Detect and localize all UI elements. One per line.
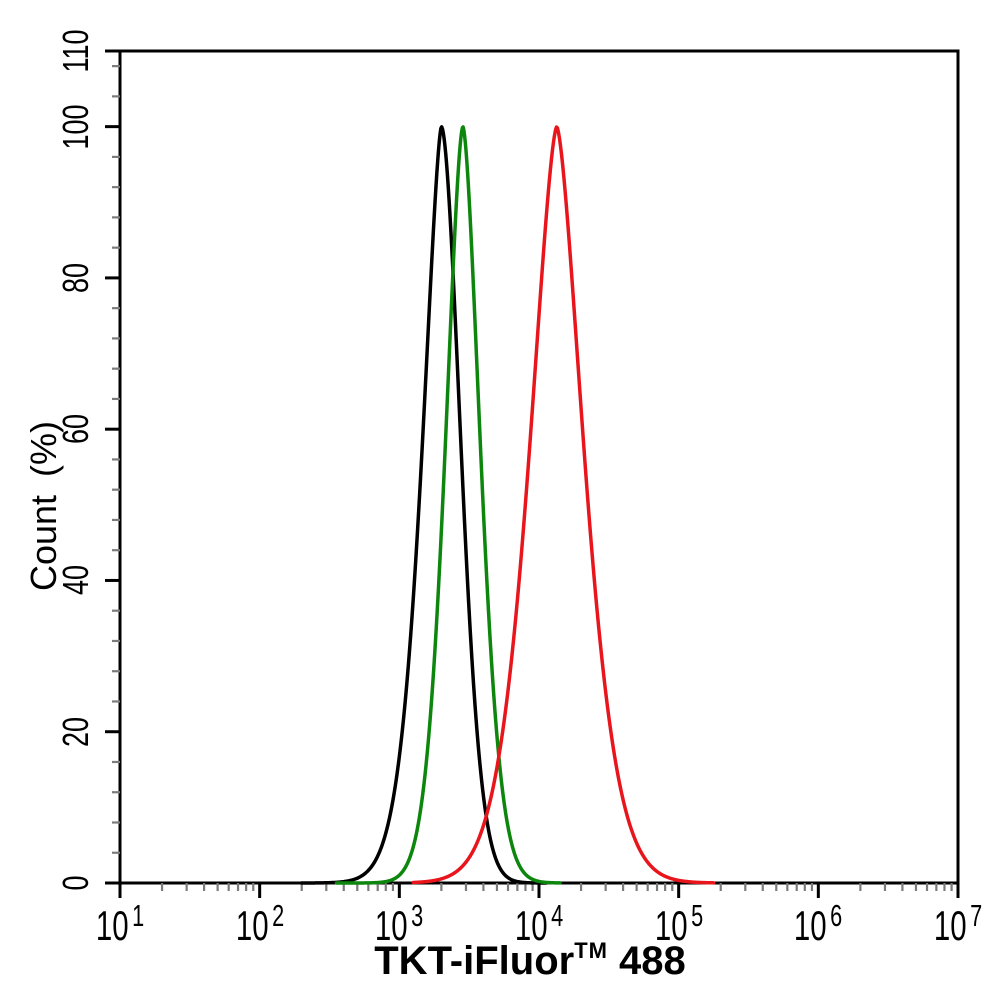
y-minor-ticks xyxy=(112,65,120,854)
green-curve xyxy=(334,125,562,885)
y-major-ticks xyxy=(105,49,120,885)
x-tick-exponent: 4 xyxy=(551,898,564,933)
x-tick-label: 10 3 xyxy=(350,898,448,950)
x-tick-base: 10 xyxy=(654,902,688,949)
x-tick-label: 10 5 xyxy=(630,898,728,950)
black-curve xyxy=(299,125,548,885)
trademark-superscript: TM xyxy=(574,938,608,963)
x-tick-exponent: 1 xyxy=(132,898,145,933)
x-tick-base: 10 xyxy=(514,902,548,949)
red-curve xyxy=(411,125,716,885)
plot-frame xyxy=(118,49,960,885)
x-tick-label: 10 1 xyxy=(71,898,169,950)
x-tick-exponent: 7 xyxy=(970,898,983,933)
x-tick-label: 10 6 xyxy=(769,898,867,950)
x-axis-title-main: TKT-iFluor xyxy=(374,939,575,983)
y-axis-title: Count (%) xyxy=(23,420,64,592)
x-tick-exponent: 5 xyxy=(690,898,703,933)
histogram-curves xyxy=(299,125,716,885)
x-tick-label: 10 4 xyxy=(490,898,588,950)
x-axis-title-suffix: 488 xyxy=(618,939,686,983)
x-tick-base: 10 xyxy=(235,902,269,949)
x-tick-base: 10 xyxy=(794,902,827,949)
x-tick-exponent: 2 xyxy=(271,898,284,933)
x-tick-base: 10 xyxy=(933,902,967,949)
y-tick-label: 0 xyxy=(55,875,96,891)
x-tick-exponent: 3 xyxy=(411,898,424,933)
x-axis-title: TKT-iFluorTM 488 xyxy=(230,938,830,984)
y-tick-label: 110 xyxy=(55,29,96,73)
x-major-ticks xyxy=(118,883,960,898)
x-tick-base: 10 xyxy=(375,902,408,949)
x-tick-label: 10 7 xyxy=(909,898,994,950)
x-tick-base: 10 xyxy=(95,902,129,949)
x-tick-exponent: 6 xyxy=(830,898,843,933)
x-tick-label: 10 2 xyxy=(211,898,309,950)
